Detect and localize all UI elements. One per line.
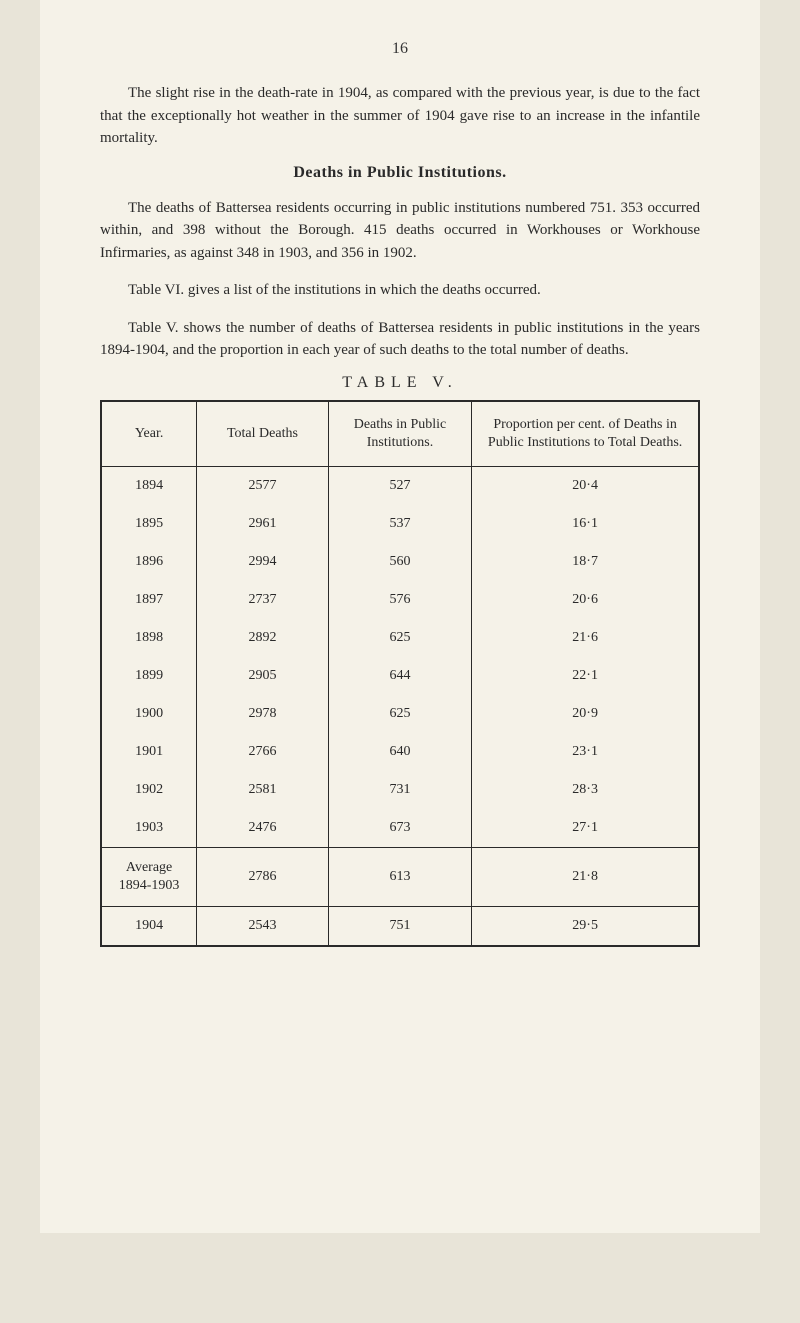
deaths-table: Year. Total Deaths Deaths in Public Inst… <box>100 400 700 948</box>
col-header-proportion: Proportion per cent. of Deaths in Public… <box>472 401 699 467</box>
col-header-total: Total Deaths <box>197 401 329 467</box>
col-header-deaths: Deaths in Public Institutions. <box>328 401 472 467</box>
cell-prop: 20·6 <box>472 581 699 619</box>
table-row: 1894 2577 527 20·4 <box>101 466 699 505</box>
cell-prop: 23·1 <box>472 733 699 771</box>
cell-deaths: 560 <box>328 543 472 581</box>
cell-year: 1897 <box>101 581 197 619</box>
col-header-year: Year. <box>101 401 197 467</box>
cell-total: 2994 <box>197 543 329 581</box>
cell-year: 1895 <box>101 505 197 543</box>
paragraph-4: Table V. shows the number of deaths of B… <box>100 317 700 362</box>
table-row: 1895 2961 537 16·1 <box>101 505 699 543</box>
page-number: 16 <box>100 40 700 58</box>
cell-total: 2581 <box>197 771 329 809</box>
section-heading: Deaths in Public Institutions. <box>100 164 700 182</box>
cell-prop: 28·3 <box>472 771 699 809</box>
table-row: 1901 2766 640 23·1 <box>101 733 699 771</box>
cell-deaths: 576 <box>328 581 472 619</box>
table-label: TABLE V. <box>100 374 700 392</box>
cell-deaths: 537 <box>328 505 472 543</box>
cell-total: 2978 <box>197 695 329 733</box>
cell-prop: 20·9 <box>472 695 699 733</box>
cell-deaths-final: 751 <box>328 907 472 947</box>
paragraph-3: Table VI. gives a list of the institutio… <box>100 279 700 302</box>
cell-prop: 18·7 <box>472 543 699 581</box>
cell-year: 1894 <box>101 466 197 505</box>
cell-total: 2737 <box>197 581 329 619</box>
cell-total: 2476 <box>197 809 329 848</box>
cell-year-final: 1904 <box>101 907 197 947</box>
table-row: 1897 2737 576 20·6 <box>101 581 699 619</box>
cell-deaths: 644 <box>328 657 472 695</box>
cell-deaths: 527 <box>328 466 472 505</box>
cell-deaths: 625 <box>328 695 472 733</box>
table-header-row: Year. Total Deaths Deaths in Public Inst… <box>101 401 699 467</box>
cell-prop: 20·4 <box>472 466 699 505</box>
cell-prop: 22·1 <box>472 657 699 695</box>
cell-prop: 21·6 <box>472 619 699 657</box>
cell-year: 1902 <box>101 771 197 809</box>
cell-prop-avg: 21·8 <box>472 847 699 906</box>
cell-deaths-avg: 613 <box>328 847 472 906</box>
cell-deaths: 673 <box>328 809 472 848</box>
paragraph-intro: The slight rise in the death-rate in 190… <box>100 82 700 150</box>
table-row: 1903 2476 673 27·1 <box>101 809 699 848</box>
cell-year: 1901 <box>101 733 197 771</box>
cell-deaths: 640 <box>328 733 472 771</box>
cell-deaths: 731 <box>328 771 472 809</box>
cell-total: 2577 <box>197 466 329 505</box>
cell-year: 1900 <box>101 695 197 733</box>
cell-year: 1899 <box>101 657 197 695</box>
cell-prop: 27·1 <box>472 809 699 848</box>
table-row: 1900 2978 625 20·9 <box>101 695 699 733</box>
cell-total: 2766 <box>197 733 329 771</box>
scanned-page: 16 The slight rise in the death-rate in … <box>40 0 760 1233</box>
cell-total: 2905 <box>197 657 329 695</box>
table-row-final: 1904 2543 751 29·5 <box>101 907 699 947</box>
cell-year-avg: Average 1894-1903 <box>101 847 197 906</box>
cell-prop: 16·1 <box>472 505 699 543</box>
table-row: 1896 2994 560 18·7 <box>101 543 699 581</box>
table-row: 1902 2581 731 28·3 <box>101 771 699 809</box>
cell-year: 1898 <box>101 619 197 657</box>
table-row: 1899 2905 644 22·1 <box>101 657 699 695</box>
cell-year: 1903 <box>101 809 197 848</box>
cell-total: 2961 <box>197 505 329 543</box>
cell-total: 2892 <box>197 619 329 657</box>
cell-total-final: 2543 <box>197 907 329 947</box>
table-row: 1898 2892 625 21·6 <box>101 619 699 657</box>
cell-year: 1896 <box>101 543 197 581</box>
table-row-average: Average 1894-1903 2786 613 21·8 <box>101 847 699 906</box>
cell-total-avg: 2786 <box>197 847 329 906</box>
paragraph-2: The deaths of Battersea residents occurr… <box>100 197 700 265</box>
cell-prop-final: 29·5 <box>472 907 699 947</box>
cell-deaths: 625 <box>328 619 472 657</box>
